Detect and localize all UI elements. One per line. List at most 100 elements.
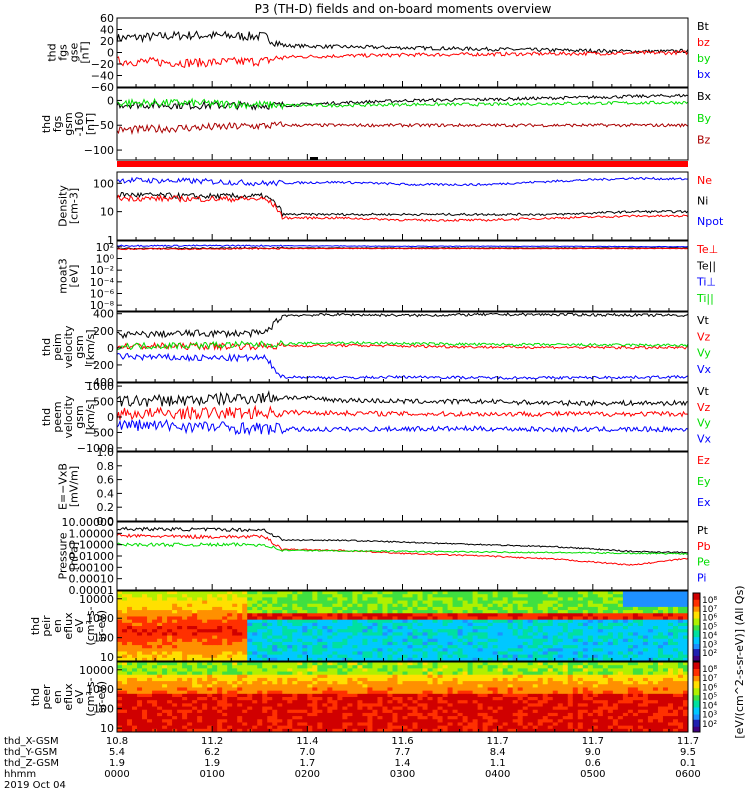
spectrogram-cell xyxy=(582,632,589,637)
spectrogram-cell xyxy=(522,657,529,662)
spectrogram-cell xyxy=(237,665,243,669)
spectrogram-cell xyxy=(477,632,484,637)
spectrogram-cell xyxy=(232,668,238,673)
spectrogram-cell xyxy=(157,616,163,621)
spectrogram-cell xyxy=(492,638,499,643)
spectrogram-cell xyxy=(197,716,203,720)
spectrogram-cell xyxy=(547,600,554,605)
spectrogram-cell xyxy=(307,671,313,676)
spectrogram-cell xyxy=(472,712,479,717)
spectrogram-cell xyxy=(202,600,208,605)
spectrogram-cell xyxy=(287,622,293,627)
spectrogram-cell xyxy=(197,651,203,656)
spectrogram-cell xyxy=(227,597,233,602)
spectrogram-cell xyxy=(182,635,188,640)
spectrogram-cell xyxy=(327,651,333,656)
spectrogram-cell xyxy=(567,629,574,633)
spectrogram-cell xyxy=(407,681,414,685)
spectrogram-cell xyxy=(357,635,363,640)
spectrogram-cell xyxy=(662,610,669,614)
spectrogram-cell xyxy=(442,654,449,659)
y-tick-label: 10.00000 xyxy=(62,516,115,529)
spectrogram-cell xyxy=(407,703,414,708)
spectrogram-cell xyxy=(507,706,514,711)
spectrogram-cell xyxy=(472,719,479,723)
spectrogram-cell xyxy=(147,626,153,630)
spectrogram-cell xyxy=(467,668,474,673)
spectrogram-cell xyxy=(342,645,348,649)
spectrogram-cell xyxy=(297,697,303,701)
y-tick-label: 10⁻⁸ xyxy=(90,299,115,312)
spectrogram-cell xyxy=(257,635,263,640)
spectrogram-cell xyxy=(367,681,373,685)
spectrogram-cell xyxy=(147,662,153,666)
spectrogram-cell xyxy=(407,619,414,624)
spectrogram-cell xyxy=(227,610,233,614)
spectrogram-cell xyxy=(272,594,278,598)
spectrogram-cell xyxy=(212,591,218,595)
spectrogram-cell xyxy=(277,719,283,723)
spectrogram-cell xyxy=(192,712,198,717)
spectrogram-cell xyxy=(487,613,494,617)
spectrogram-cell xyxy=(407,709,414,714)
spectrogram-cell xyxy=(637,610,644,614)
spectrogram-cell xyxy=(242,619,248,624)
spectrogram-cell xyxy=(192,591,198,595)
spectrogram-cell xyxy=(672,641,679,646)
spectrogram-cell xyxy=(487,693,494,698)
spectrogram-cell xyxy=(562,716,569,720)
spectrogram-cell xyxy=(397,600,403,605)
spectrogram-cell xyxy=(182,648,188,652)
spectrogram-cell xyxy=(517,725,524,730)
spectrogram-cell xyxy=(332,619,338,624)
spectrogram-cell xyxy=(677,657,684,662)
spectrogram-cell xyxy=(437,626,444,630)
spectrogram-cell xyxy=(547,606,554,611)
spectrogram-cell xyxy=(337,619,343,624)
spectrogram-cell xyxy=(207,725,213,730)
spectrogram-cell xyxy=(447,674,454,679)
spectrogram-cell xyxy=(132,654,138,659)
spectrogram-cell xyxy=(167,719,173,723)
spectrogram-cell xyxy=(392,622,398,627)
spectrogram-cell xyxy=(162,716,168,720)
spectrogram-cell xyxy=(132,703,138,708)
spectrogram-cell xyxy=(187,616,193,621)
spectrogram-cell xyxy=(607,616,614,621)
spectrogram-cell xyxy=(202,619,208,624)
spectrogram-cell xyxy=(432,706,439,711)
spectrogram-cell xyxy=(377,603,383,608)
spectrogram-cell xyxy=(382,638,388,643)
spectrogram-cell xyxy=(322,641,328,646)
spectrogram-cell xyxy=(372,641,378,646)
spectrogram-cell xyxy=(392,600,398,605)
spectrogram-cell xyxy=(177,619,183,624)
spectrogram-cell xyxy=(417,616,424,621)
spectrogram-cell xyxy=(427,619,434,624)
series-Vx xyxy=(116,352,689,380)
spectrogram-cell xyxy=(187,610,193,614)
spectrogram-cell xyxy=(607,600,614,605)
spectrogram-cell xyxy=(567,725,574,730)
spectrogram-cell xyxy=(137,654,143,659)
spectrogram-cell xyxy=(272,706,278,711)
spectrogram-cell xyxy=(302,668,308,673)
spectrogram-cell xyxy=(357,668,363,673)
spectrogram-cell xyxy=(467,657,474,662)
spectrogram-cell xyxy=(117,641,123,646)
spectrogram-cell xyxy=(217,613,223,617)
spectrogram-cell xyxy=(507,648,514,652)
spectrogram-cell xyxy=(222,725,228,730)
spectrogram-cell xyxy=(422,662,429,666)
spectrogram-cell xyxy=(562,613,569,617)
spectrogram-cell xyxy=(667,619,674,624)
spectrogram-cell xyxy=(342,684,348,688)
spectrogram-cell xyxy=(427,603,434,608)
spectrogram-cell xyxy=(302,629,308,633)
spectrogram-cell xyxy=(502,665,509,669)
spectrogram-cell xyxy=(132,597,138,602)
spectrogram-cell xyxy=(562,657,569,662)
spectrogram-cell xyxy=(207,594,213,598)
spectrogram-cell xyxy=(407,641,414,646)
spectrogram-cell xyxy=(497,728,504,733)
